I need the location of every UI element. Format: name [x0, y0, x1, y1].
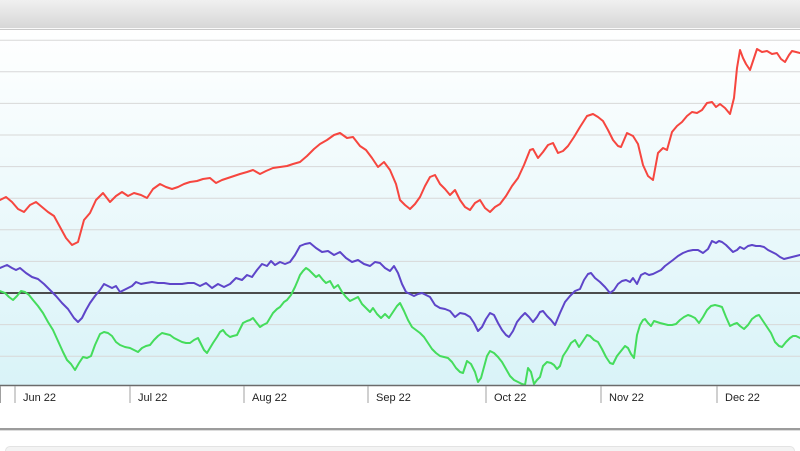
gridlines	[0, 39, 800, 357]
x-axis-label: Jun 22	[23, 392, 56, 404]
series-blue-line	[0, 240, 800, 338]
x-axis: Jun 22 Jul 22 Aug 22 Sep 22 Oct 22 Nov 22 Dec …	[0, 386, 760, 404]
top-toolbar	[0, 0, 800, 29]
x-axis-label: Jul 22	[138, 392, 167, 404]
x-axis-label: Aug 22	[252, 392, 287, 404]
series-red-line	[0, 48, 800, 246]
x-axis-label: Oct 22	[494, 392, 526, 404]
series-green-line	[0, 267, 800, 386]
panel-divider	[0, 428, 800, 431]
lower-panel-edge	[5, 446, 795, 451]
x-axis-label: Nov 22	[609, 392, 644, 404]
x-axis-label: Sep 22	[376, 392, 411, 404]
x-axis-label: Dec 22	[725, 392, 760, 404]
plot-background	[0, 30, 800, 385]
